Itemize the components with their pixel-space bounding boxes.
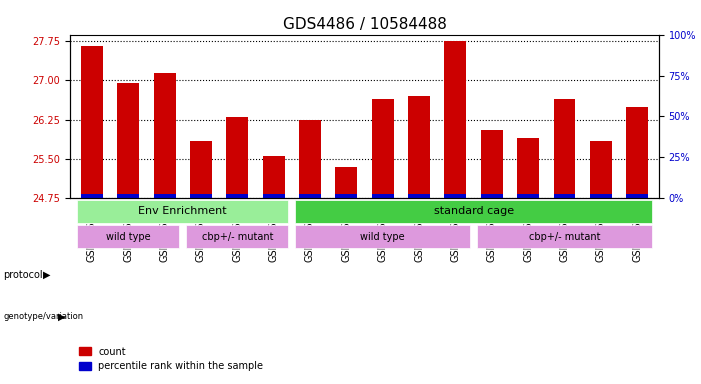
Bar: [117, 83, 139, 199]
Bar: [444, 194, 466, 199]
Text: standard cage: standard cage: [433, 206, 514, 216]
Bar: [295, 225, 470, 248]
Bar: [299, 194, 321, 199]
Bar: [554, 194, 576, 199]
Text: Env Enrichment: Env Enrichment: [139, 206, 227, 216]
Text: cbp+/- mutant: cbp+/- mutant: [202, 232, 273, 242]
Title: GDS4486 / 10584488: GDS4486 / 10584488: [283, 17, 447, 32]
Bar: [117, 194, 139, 199]
Bar: [336, 167, 358, 199]
Bar: [590, 194, 612, 199]
Text: wild type: wild type: [106, 232, 151, 242]
Bar: [408, 96, 430, 199]
Bar: [77, 225, 179, 248]
Bar: [190, 194, 212, 199]
Legend: count, percentile rank within the sample: count, percentile rank within the sample: [75, 343, 267, 375]
Bar: [372, 194, 393, 199]
Bar: [517, 194, 539, 199]
Bar: [481, 194, 503, 199]
Bar: [154, 73, 175, 199]
Bar: [154, 194, 175, 199]
Text: cbp+/- mutant: cbp+/- mutant: [529, 232, 600, 242]
Bar: [477, 225, 652, 248]
Bar: [190, 141, 212, 199]
Bar: [295, 200, 652, 223]
Bar: [554, 99, 576, 199]
Bar: [626, 194, 648, 199]
Bar: [226, 194, 248, 199]
Bar: [226, 117, 248, 199]
Bar: [336, 194, 358, 199]
Bar: [186, 225, 288, 248]
Text: wild type: wild type: [360, 232, 405, 242]
Bar: [481, 130, 503, 199]
Bar: [517, 138, 539, 199]
Bar: [263, 194, 285, 199]
Text: ▶: ▶: [43, 270, 51, 280]
Bar: [626, 107, 648, 199]
Bar: [77, 200, 288, 223]
Bar: [299, 120, 321, 199]
Text: genotype/variation: genotype/variation: [4, 312, 83, 321]
Text: protocol: protocol: [4, 270, 43, 280]
Text: ▶: ▶: [57, 312, 65, 322]
Bar: [444, 41, 466, 199]
Bar: [81, 46, 103, 199]
Bar: [81, 194, 103, 199]
Bar: [263, 156, 285, 199]
Bar: [590, 141, 612, 199]
Bar: [372, 99, 393, 199]
Bar: [408, 194, 430, 199]
